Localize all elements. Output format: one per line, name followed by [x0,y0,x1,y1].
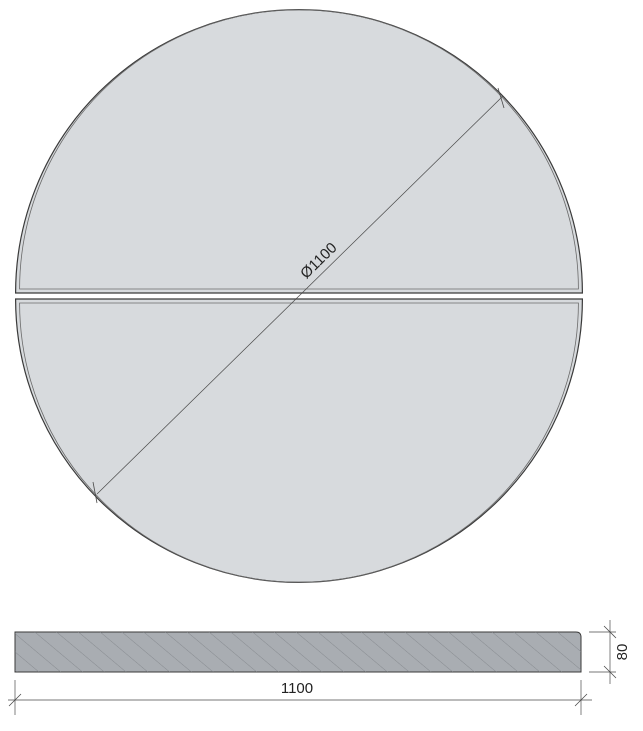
length-label: 1100 [281,680,313,697]
upper-half-panel [14,9,584,294]
diameter-dimension-line [96,95,504,495]
lower-half-panel [14,298,584,583]
upper-half-panel-inner-edge [19,9,579,290]
length-tick-left [8,693,22,707]
diameter-tick-top [497,87,505,109]
side-view: 80 1100 [8,620,631,715]
top-view: Ø1100 [14,9,584,583]
diameter-tick-bottom [92,481,98,504]
thickness-tick-top [603,625,617,639]
section-hatch [15,632,581,672]
thickness-label: 80 [614,644,631,661]
thickness-tick-bottom [603,665,617,679]
lower-half-panel-inner-edge [19,302,579,583]
length-tick-right [574,693,588,707]
